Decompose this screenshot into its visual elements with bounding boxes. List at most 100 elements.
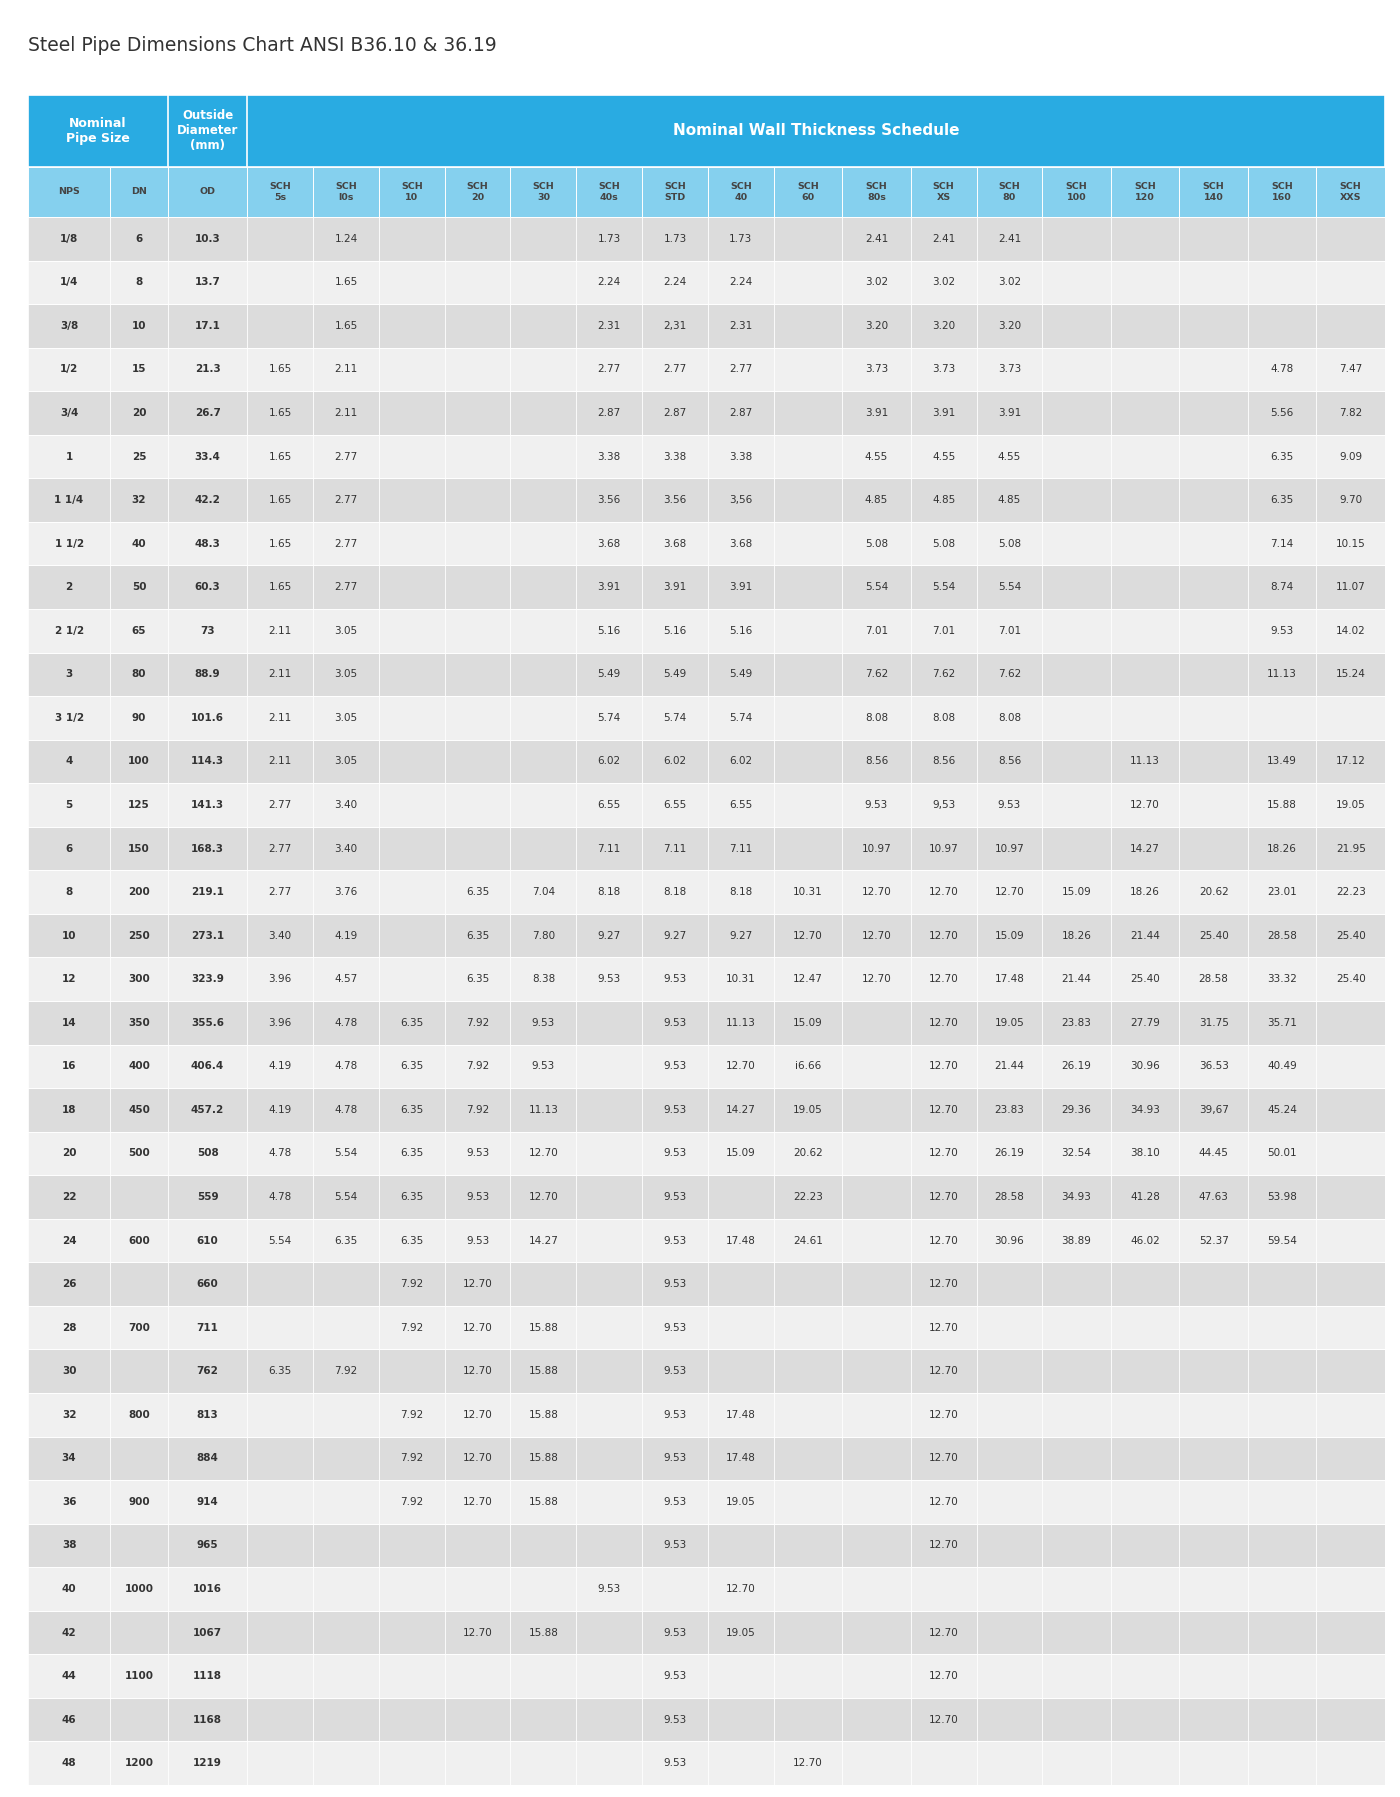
Text: 4.78: 4.78	[1271, 365, 1294, 374]
Text: 48: 48	[62, 1757, 77, 1768]
Text: 9.27: 9.27	[729, 931, 752, 940]
Text: 7.92: 7.92	[400, 1454, 423, 1463]
Text: SCH
140: SCH 140	[1203, 181, 1225, 201]
Text: 273.1: 273.1	[190, 931, 224, 940]
Text: 60.3: 60.3	[195, 582, 220, 593]
Text: 14.27: 14.27	[528, 1236, 559, 1245]
Text: 6.35: 6.35	[1271, 451, 1294, 462]
Text: 9.53: 9.53	[664, 1105, 686, 1114]
Text: 9.53: 9.53	[664, 1540, 686, 1551]
Text: 9.53: 9.53	[664, 1191, 686, 1202]
Text: 12.70: 12.70	[928, 1191, 959, 1202]
Text: 10.97: 10.97	[928, 843, 959, 854]
Text: 1.65: 1.65	[269, 496, 291, 505]
Text: 3.38: 3.38	[598, 451, 620, 462]
Bar	[28, 1261, 1385, 1306]
Text: 8.08: 8.08	[998, 713, 1021, 722]
Text: 323.9: 323.9	[192, 974, 224, 985]
Text: 3.91: 3.91	[664, 582, 686, 593]
Text: 3.20: 3.20	[865, 322, 888, 331]
Text: 50: 50	[132, 582, 146, 593]
Text: 41.28: 41.28	[1130, 1191, 1161, 1202]
Text: 14.27: 14.27	[725, 1105, 756, 1114]
Text: 9.53: 9.53	[466, 1236, 489, 1245]
Text: 11.13: 11.13	[528, 1105, 559, 1114]
Text: 3.68: 3.68	[598, 539, 620, 548]
Text: 1.65: 1.65	[269, 451, 291, 462]
Text: SCH
5s: SCH 5s	[269, 181, 291, 201]
Text: 1168: 1168	[193, 1714, 223, 1725]
Text: 7.14: 7.14	[1271, 539, 1294, 548]
Bar	[28, 1567, 1385, 1610]
Bar	[28, 1306, 1385, 1350]
Text: 3.02: 3.02	[932, 277, 955, 288]
Text: 2.41: 2.41	[865, 234, 888, 244]
Text: 2.77: 2.77	[335, 451, 357, 462]
Text: 12.70: 12.70	[463, 1323, 493, 1333]
Text: 914: 914	[196, 1497, 218, 1508]
Text: 1.65: 1.65	[269, 365, 291, 374]
Text: 40: 40	[62, 1583, 77, 1594]
Text: 3 1/2: 3 1/2	[55, 713, 84, 722]
Text: 6.35: 6.35	[400, 1148, 423, 1159]
Text: 5.54: 5.54	[335, 1191, 357, 1202]
Text: SCH
30: SCH 30	[532, 181, 554, 201]
Text: 23.83: 23.83	[1061, 1017, 1092, 1028]
Text: 12.70: 12.70	[928, 1279, 959, 1288]
Text: 36: 36	[62, 1497, 77, 1508]
Text: 7.92: 7.92	[400, 1323, 423, 1333]
Text: 355.6: 355.6	[190, 1017, 224, 1028]
Text: 3.73: 3.73	[865, 365, 888, 374]
Bar	[28, 1132, 1385, 1175]
Bar	[1179, 167, 1247, 217]
Text: 9.53: 9.53	[664, 1671, 686, 1682]
Text: 7.92: 7.92	[335, 1366, 357, 1377]
Text: 19.05: 19.05	[994, 1017, 1025, 1028]
Text: 18.26: 18.26	[1130, 888, 1161, 897]
Text: 15.09: 15.09	[1061, 888, 1092, 897]
Text: 3.96: 3.96	[269, 1017, 291, 1028]
Text: NPS: NPS	[59, 187, 80, 196]
Text: 38.10: 38.10	[1130, 1148, 1161, 1159]
Text: 40.49: 40.49	[1267, 1062, 1296, 1071]
Text: 15.09: 15.09	[994, 931, 1025, 940]
Text: 2.77: 2.77	[269, 888, 291, 897]
Text: i6.66: i6.66	[795, 1062, 820, 1071]
Text: 50.01: 50.01	[1267, 1148, 1296, 1159]
Text: 44: 44	[62, 1671, 77, 1682]
Text: 46.02: 46.02	[1130, 1236, 1161, 1245]
Text: 18: 18	[62, 1105, 77, 1114]
Text: 15.88: 15.88	[528, 1411, 559, 1420]
Text: 22.23: 22.23	[1336, 888, 1365, 897]
Text: 24: 24	[62, 1236, 77, 1245]
Text: 12.70: 12.70	[928, 1628, 959, 1637]
Text: 2.87: 2.87	[729, 408, 752, 419]
Text: 12.70: 12.70	[529, 1148, 559, 1159]
Text: 1000: 1000	[125, 1583, 154, 1594]
Text: 4.85: 4.85	[998, 496, 1021, 505]
Text: DN: DN	[132, 187, 147, 196]
Text: 15.88: 15.88	[1267, 800, 1298, 810]
Text: 12.70: 12.70	[928, 1540, 959, 1551]
Bar	[28, 347, 1385, 392]
Text: 150: 150	[129, 843, 150, 854]
Bar	[168, 95, 248, 167]
Text: 2.11: 2.11	[269, 713, 291, 722]
Text: 59.54: 59.54	[1267, 1236, 1298, 1245]
Text: 4.19: 4.19	[269, 1062, 291, 1071]
Text: 1: 1	[66, 451, 73, 462]
Text: 3.40: 3.40	[335, 800, 357, 810]
Bar	[28, 1218, 1385, 1261]
Text: 18.26: 18.26	[1061, 931, 1092, 940]
Text: 33.4: 33.4	[195, 451, 221, 462]
Text: 4.78: 4.78	[335, 1017, 357, 1028]
Text: 965: 965	[197, 1540, 218, 1551]
Text: 6.55: 6.55	[598, 800, 620, 810]
Text: 3.20: 3.20	[998, 322, 1021, 331]
Text: 200: 200	[129, 888, 150, 897]
Text: 12.70: 12.70	[928, 1017, 959, 1028]
Text: 12.70: 12.70	[928, 931, 959, 940]
Text: Nominal
Pipe Size: Nominal Pipe Size	[66, 117, 130, 146]
Text: 53.98: 53.98	[1267, 1191, 1298, 1202]
Text: 4.19: 4.19	[335, 931, 357, 940]
